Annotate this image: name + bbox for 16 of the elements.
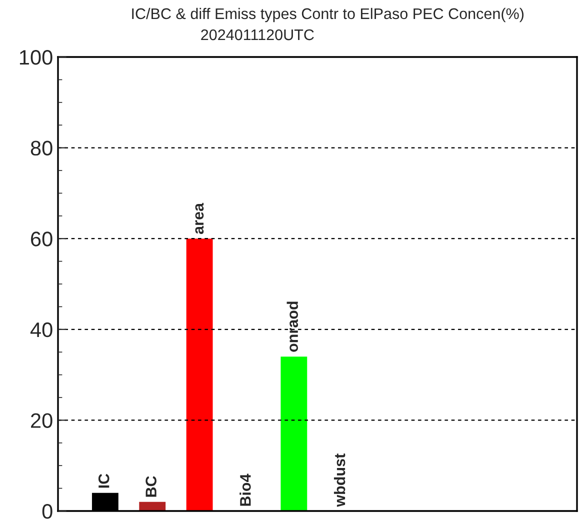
y-tick-label: 80 <box>30 140 52 156</box>
y-tick-label: 40 <box>30 322 52 338</box>
bar <box>186 238 213 511</box>
y-tick-label: 100 <box>20 50 52 65</box>
y-tick-label: 0 <box>42 504 52 519</box>
x-tick-label: wbdust <box>334 454 346 507</box>
bar <box>280 356 308 511</box>
x-tick-label: onraod <box>286 302 298 352</box>
chart-subtitle: 2024011120UTC <box>201 29 314 40</box>
x-tick-label: area <box>195 202 204 234</box>
y-tick-label: 60 <box>31 232 52 246</box>
x-tick-label: Bio4 <box>240 474 251 506</box>
y-tick-label: 20 <box>31 413 52 428</box>
x-tick-label: BC <box>146 476 156 497</box>
x-tick-label: IC <box>98 474 110 488</box>
chart-title: IC/BC & diff Emiss types Contr to ElPaso PEC Concen(%) <box>132 8 524 22</box>
